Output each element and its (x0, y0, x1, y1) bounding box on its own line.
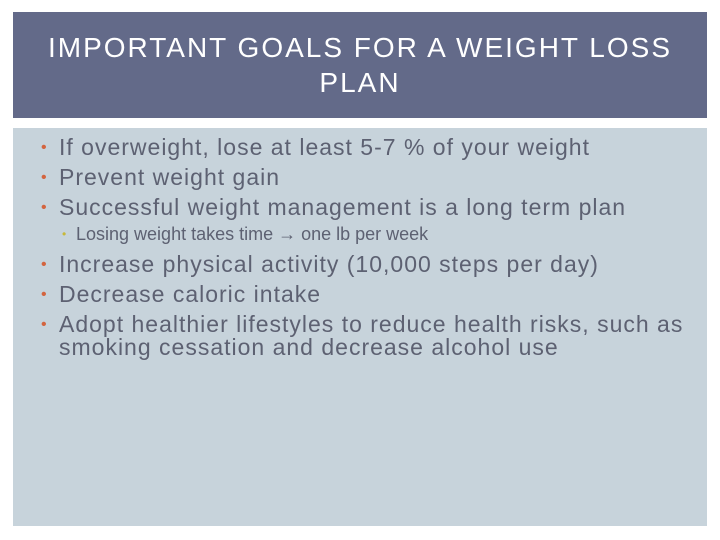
bullet-icon: • (41, 286, 48, 303)
title-bar: IMPORTANT GOALS FOR A WEIGHT LOSS PLAN (13, 12, 707, 118)
bullet-list: • If overweight, lose at least 5-7 % of … (41, 136, 687, 359)
bullet-icon: • (41, 169, 48, 186)
content-box: • If overweight, lose at least 5-7 % of … (13, 128, 707, 526)
bullet-icon: • (41, 199, 48, 216)
bullet-item: • Decrease caloric intake (41, 283, 687, 306)
bullet-item: • If overweight, lose at least 5-7 % of … (41, 136, 687, 159)
bullet-text: Prevent weight gain (59, 164, 281, 190)
bullet-text: Decrease caloric intake (59, 281, 322, 307)
bullet-item: • Prevent weight gain (41, 166, 687, 189)
slide-title: IMPORTANT GOALS FOR A WEIGHT LOSS PLAN (47, 32, 673, 98)
bullet-icon: • (41, 139, 48, 156)
bullet-text: Adopt healthier lifestyles to reduce hea… (59, 311, 684, 360)
bullet-text: Successful weight management is a long t… (59, 194, 627, 220)
bullet-item: • Adopt healthier lifestyles to reduce h… (41, 313, 687, 359)
sub-bullet-item: • Losing weight takes time → one lb per … (62, 224, 687, 245)
bullet-item: • Increase physical activity (10,000 ste… (41, 253, 687, 276)
bullet-icon: • (41, 256, 48, 273)
bullet-text: Increase physical activity (10,000 steps… (59, 251, 599, 277)
sub-bullet-icon: • (62, 227, 67, 241)
bullet-icon: • (41, 316, 48, 333)
sub-bullet-text: Losing weight takes time → one lb per we… (76, 224, 429, 244)
bullet-item: • Successful weight management is a long… (41, 196, 687, 219)
bullet-text: If overweight, lose at least 5-7 % of yo… (59, 134, 590, 160)
